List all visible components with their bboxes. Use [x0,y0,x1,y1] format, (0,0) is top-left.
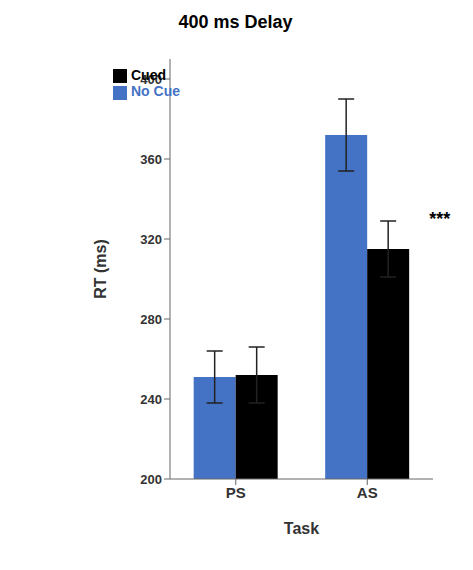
svg-text:AS: AS [357,484,378,501]
svg-text:RT (ms): RT (ms) [92,239,109,299]
svg-text:320: 320 [140,232,162,247]
svg-text:240: 240 [140,392,162,407]
svg-text:200: 200 [140,472,162,487]
svg-text:***: *** [429,209,450,229]
svg-text:360: 360 [140,152,162,167]
svg-text:400: 400 [140,72,162,87]
svg-text:Task: Task [284,520,319,537]
svg-text:280: 280 [140,312,162,327]
svg-text:PS: PS [226,484,246,501]
